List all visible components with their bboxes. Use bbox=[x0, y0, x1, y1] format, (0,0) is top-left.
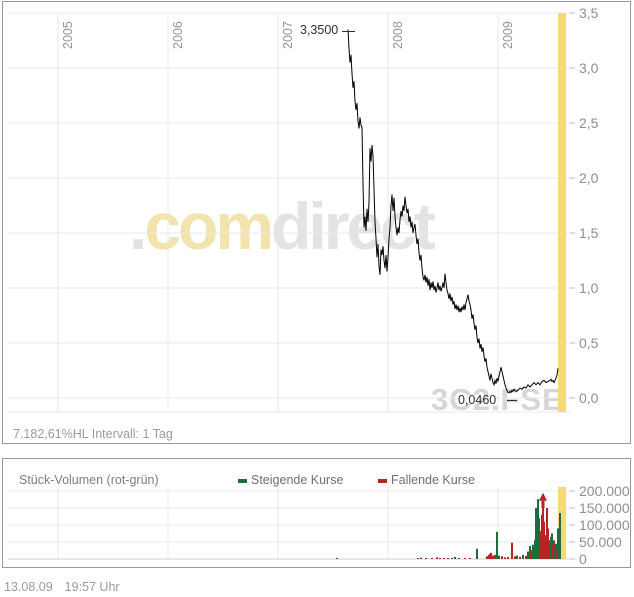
price-footer-stats: 7.182,61%HL Intervall: 1 Tag bbox=[13, 427, 173, 441]
svg-text:0: 0 bbox=[579, 551, 587, 567]
legend-falling-label: Fallende Kurse bbox=[391, 473, 476, 487]
svg-text:200.000: 200.000 bbox=[579, 483, 630, 499]
svg-text:1,5: 1,5 bbox=[579, 225, 599, 241]
status-bar: 13.08.09 19:57 Uhr bbox=[4, 580, 120, 594]
svg-text:2005: 2005 bbox=[61, 21, 75, 49]
price-chart-panel: .comdirect 3C2.FSE 2005 2006 2007 2008 2009 3… bbox=[2, 1, 631, 444]
svg-text:1,0: 1,0 bbox=[579, 280, 599, 296]
quote-time: 19:57 Uhr bbox=[64, 580, 120, 594]
svg-text:2,0: 2,0 bbox=[579, 170, 599, 186]
svg-text:2,5: 2,5 bbox=[579, 115, 599, 131]
svg-text:3,0: 3,0 bbox=[579, 60, 599, 76]
svg-text:0,0: 0,0 bbox=[579, 390, 599, 406]
volume-title: Stück-Volumen (rot-grün) bbox=[19, 473, 159, 487]
svg-text:0,5: 0,5 bbox=[579, 335, 599, 351]
svg-text:3,5: 3,5 bbox=[579, 5, 599, 21]
volume-chart-panel: Stück-Volumen (rot-grün) Steigende Kurse… bbox=[2, 458, 631, 568]
svg-text:50.000: 50.000 bbox=[579, 534, 622, 550]
quote-date: 13.08.09 bbox=[4, 580, 53, 594]
svg-text:2008: 2008 bbox=[391, 21, 405, 49]
rising-swatch-icon bbox=[238, 479, 247, 483]
volume-header: Stück-Volumen (rot-grün) Steigende Kurse… bbox=[3, 473, 630, 489]
high-price-annotation: 3,3500 bbox=[300, 23, 339, 37]
falling-swatch-icon bbox=[378, 479, 387, 483]
price-chart-plot: 2005 2006 2007 2008 2009 3,5 3,0 2,5 2,0 1,5 1,0 0,… bbox=[8, 5, 599, 413]
high-price-tick bbox=[342, 31, 355, 32]
legend-rising-label: Steigende Kurse bbox=[251, 473, 344, 487]
svg-text:2006: 2006 bbox=[171, 21, 185, 49]
low-price-tick bbox=[507, 400, 517, 401]
svg-text:2009: 2009 bbox=[501, 21, 515, 49]
svg-text:150.000: 150.000 bbox=[579, 500, 630, 516]
low-price-annotation: 0,0460 bbox=[458, 393, 497, 407]
svg-text:100.000: 100.000 bbox=[579, 517, 630, 533]
svg-text:2007: 2007 bbox=[281, 21, 295, 49]
